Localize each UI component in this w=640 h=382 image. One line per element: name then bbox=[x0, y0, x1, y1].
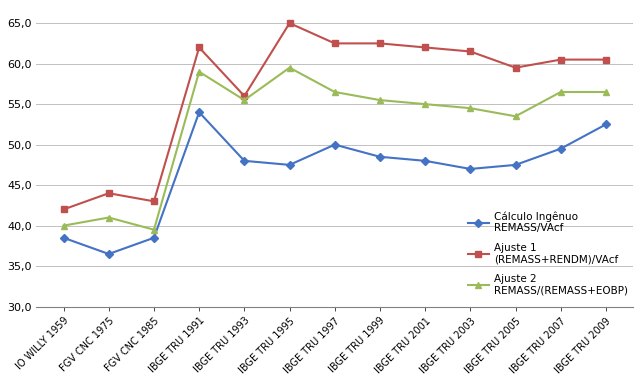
Cálculo Ingênuo
REMASS/VAcf bbox=[285, 163, 293, 167]
Line: Ajuste 2
REMASS/(REMASS+EOBP): Ajuste 2 REMASS/(REMASS+EOBP) bbox=[61, 65, 609, 233]
Ajuste 1
(REMASS+RENDM)/VAcf bbox=[60, 207, 67, 212]
Ajuste 1
(REMASS+RENDM)/VAcf bbox=[241, 94, 248, 98]
Ajuste 2
REMASS/(REMASS+EOBP) bbox=[150, 227, 158, 232]
Ajuste 1
(REMASS+RENDM)/VAcf bbox=[331, 41, 339, 46]
Ajuste 1
(REMASS+RENDM)/VAcf bbox=[421, 45, 429, 50]
Ajuste 2
REMASS/(REMASS+EOBP) bbox=[421, 102, 429, 107]
Ajuste 1
(REMASS+RENDM)/VAcf bbox=[557, 57, 564, 62]
Ajuste 2
REMASS/(REMASS+EOBP) bbox=[195, 70, 203, 74]
Ajuste 1
(REMASS+RENDM)/VAcf bbox=[285, 21, 293, 26]
Ajuste 2
REMASS/(REMASS+EOBP) bbox=[557, 90, 564, 94]
Ajuste 2
REMASS/(REMASS+EOBP) bbox=[285, 65, 293, 70]
Ajuste 1
(REMASS+RENDM)/VAcf bbox=[195, 45, 203, 50]
Ajuste 2
REMASS/(REMASS+EOBP) bbox=[105, 215, 113, 220]
Ajuste 1
(REMASS+RENDM)/VAcf bbox=[512, 65, 520, 70]
Cálculo Ingênuo
REMASS/VAcf bbox=[512, 163, 520, 167]
Cálculo Ingênuo
REMASS/VAcf bbox=[602, 122, 610, 127]
Ajuste 2
REMASS/(REMASS+EOBP) bbox=[331, 90, 339, 94]
Ajuste 2
REMASS/(REMASS+EOBP) bbox=[602, 90, 610, 94]
Cálculo Ingênuo
REMASS/VAcf bbox=[60, 235, 67, 240]
Ajuste 1
(REMASS+RENDM)/VAcf bbox=[376, 41, 384, 46]
Cálculo Ingênuo
REMASS/VAcf bbox=[195, 110, 203, 115]
Ajuste 2
REMASS/(REMASS+EOBP) bbox=[241, 98, 248, 102]
Ajuste 2
REMASS/(REMASS+EOBP) bbox=[376, 98, 384, 102]
Cálculo Ingênuo
REMASS/VAcf bbox=[150, 235, 158, 240]
Cálculo Ingênuo
REMASS/VAcf bbox=[557, 146, 564, 151]
Ajuste 2
REMASS/(REMASS+EOBP) bbox=[467, 106, 474, 110]
Cálculo Ingênuo
REMASS/VAcf bbox=[421, 159, 429, 163]
Ajuste 2
REMASS/(REMASS+EOBP) bbox=[60, 223, 67, 228]
Ajuste 1
(REMASS+RENDM)/VAcf bbox=[150, 199, 158, 204]
Cálculo Ingênuo
REMASS/VAcf bbox=[467, 167, 474, 171]
Cálculo Ingênuo
REMASS/VAcf bbox=[241, 159, 248, 163]
Ajuste 1
(REMASS+RENDM)/VAcf bbox=[602, 57, 610, 62]
Ajuste 1
(REMASS+RENDM)/VAcf bbox=[467, 49, 474, 54]
Cálculo Ingênuo
REMASS/VAcf bbox=[376, 154, 384, 159]
Cálculo Ingênuo
REMASS/VAcf bbox=[331, 142, 339, 147]
Line: Ajuste 1
(REMASS+RENDM)/VAcf: Ajuste 1 (REMASS+RENDM)/VAcf bbox=[61, 20, 609, 212]
Line: Cálculo Ingênuo
REMASS/VAcf: Cálculo Ingênuo REMASS/VAcf bbox=[61, 110, 609, 257]
Legend: Cálculo Ingênuo
REMASS/VAcf, Ajuste 1
(REMASS+RENDM)/VAcf, Ajuste 2
REMASS/(REMA: Cálculo Ingênuo REMASS/VAcf, Ajuste 1 (R… bbox=[468, 211, 628, 295]
Cálculo Ingênuo
REMASS/VAcf bbox=[105, 252, 113, 256]
Ajuste 2
REMASS/(REMASS+EOBP) bbox=[512, 114, 520, 118]
Ajuste 1
(REMASS+RENDM)/VAcf bbox=[105, 191, 113, 196]
